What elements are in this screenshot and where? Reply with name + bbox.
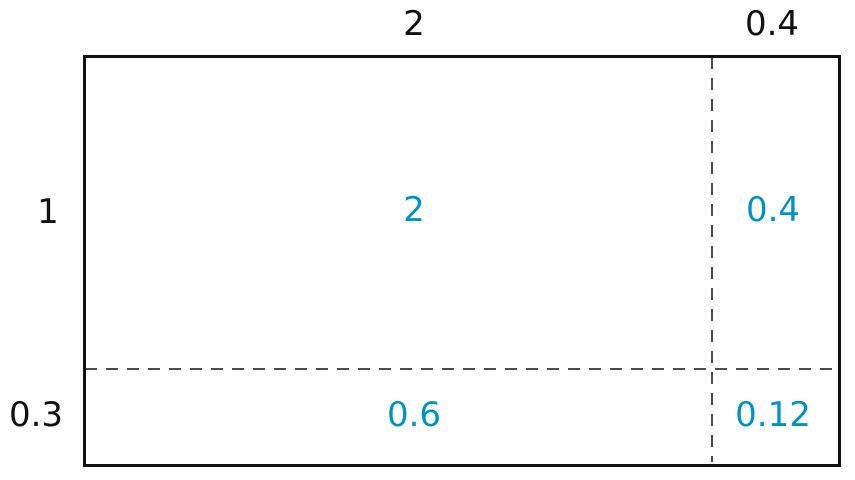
cell-product-2-1: 0.6 — [386, 395, 442, 435]
cell-product-2-2: 0.12 — [735, 395, 811, 435]
column-label-1: 2 — [403, 4, 425, 44]
column-label-2: 0.4 — [744, 4, 800, 44]
row-label-2: 0.3 — [8, 395, 64, 435]
area-model-rectangle — [83, 55, 841, 467]
row-label-1: 1 — [37, 192, 59, 232]
cell-product-1-2: 0.4 — [745, 190, 801, 230]
cell-product-1-1: 2 — [403, 190, 425, 230]
